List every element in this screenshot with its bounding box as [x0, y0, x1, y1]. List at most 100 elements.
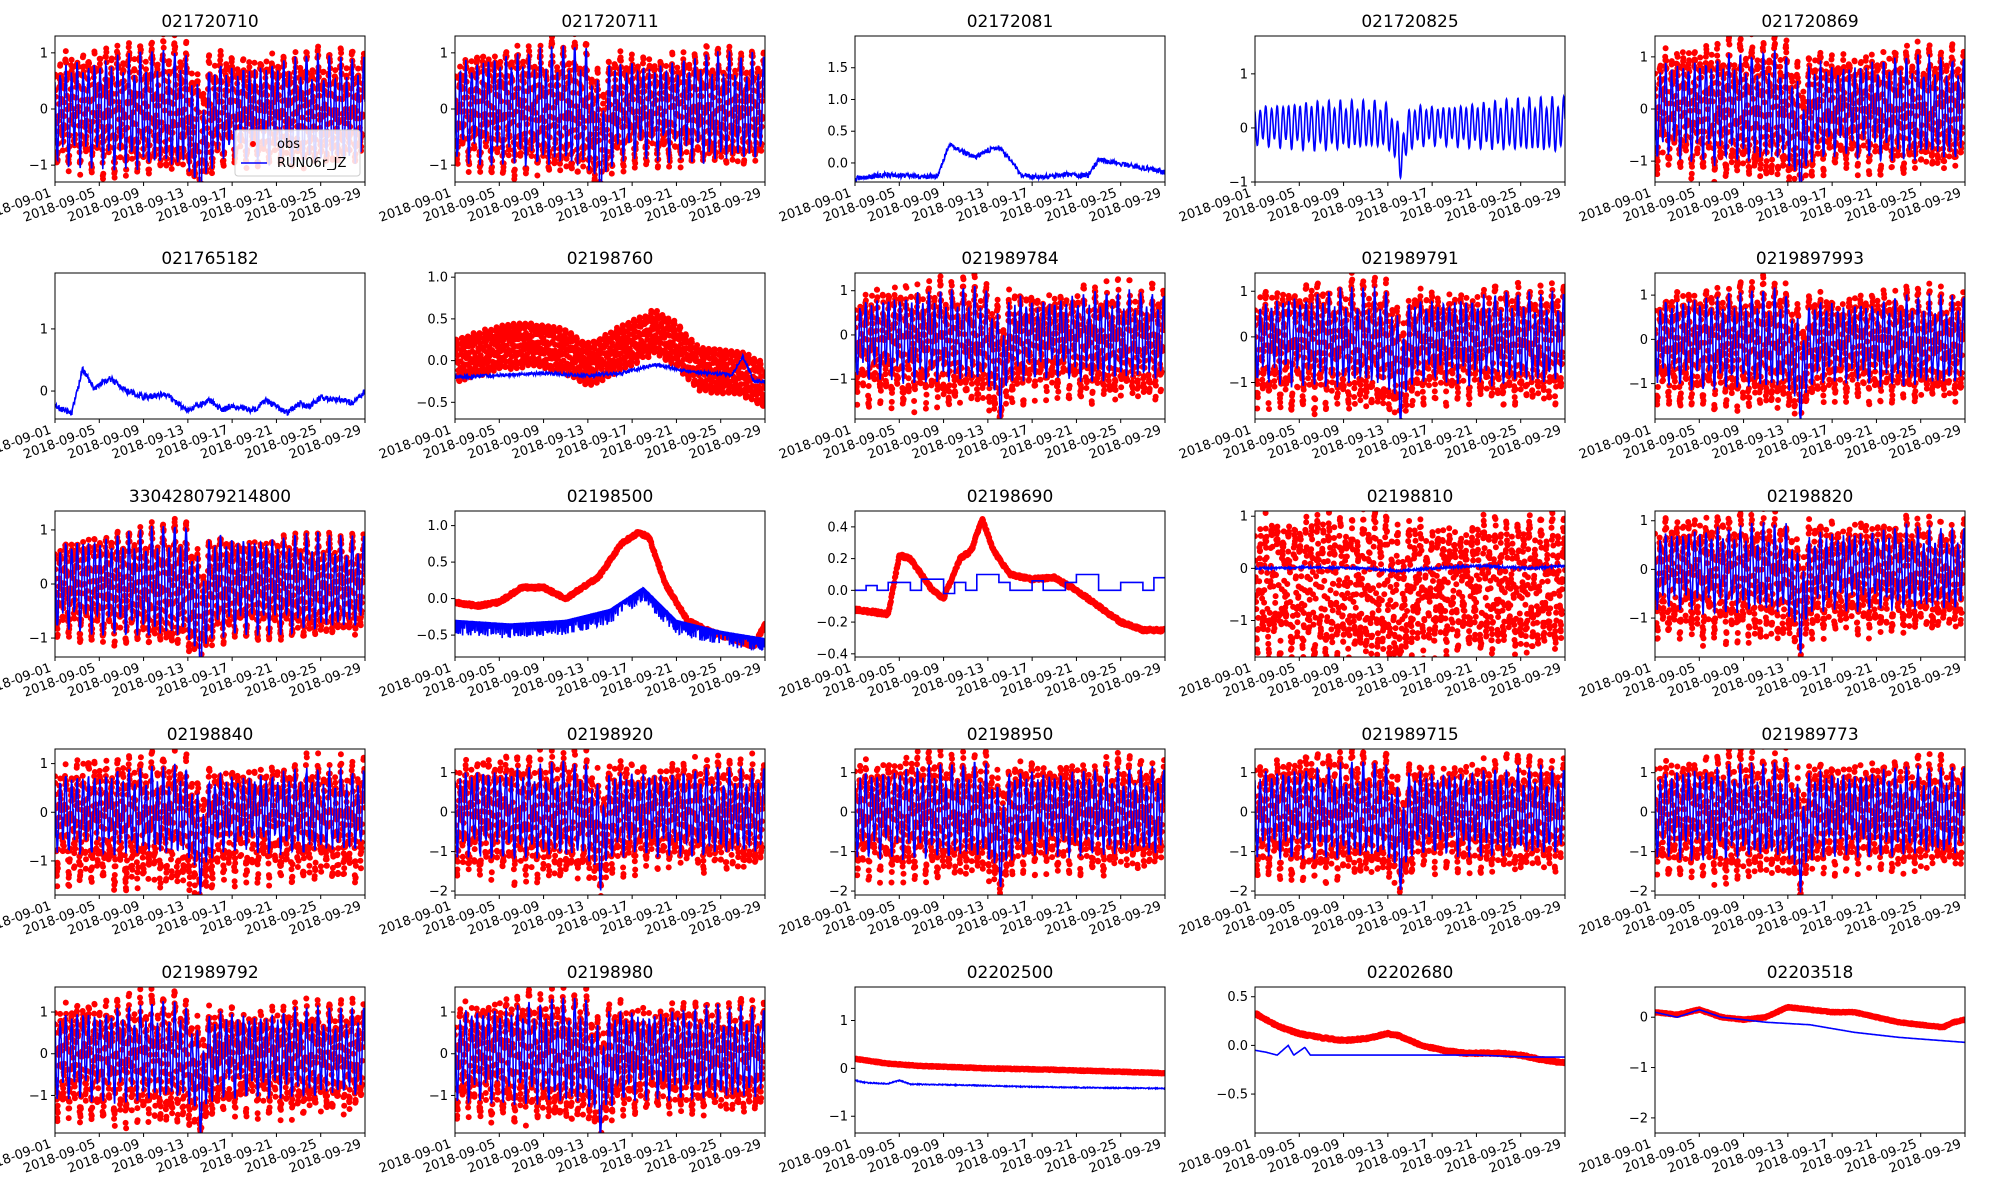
ytick-label: 0.5 [1227, 990, 1248, 1005]
ytick-label: −1 [29, 159, 48, 174]
ytick-label: 1 [40, 757, 48, 772]
axes-frame [854, 986, 1166, 1134]
axes-frame [1254, 272, 1566, 420]
ytick-label: 0 [1640, 563, 1648, 578]
series-RUN06r_JZ-16 [455, 760, 765, 891]
subplot-021720869: 021720869−1012018-09-012018-09-052018-09… [1577, 12, 1966, 226]
series-RUN06r_JZ-7 [855, 285, 1165, 419]
ytick-label: −1 [29, 854, 48, 869]
subplot-title: 021765182 [161, 249, 258, 269]
series-RUN06r_JZ-21 [455, 997, 765, 1133]
subplot-02198810: 02198810−1012018-09-012018-09-052018-09-… [1177, 487, 1566, 701]
ytick-label: 0 [440, 806, 448, 821]
subplot-021989792: 021989792−1012018-09-012018-09-052018-09… [0, 963, 366, 1177]
ytick-label: 0.4 [827, 520, 848, 535]
series-RUN06r_JZ-20 [55, 1001, 365, 1133]
ytick-label: −1 [1629, 155, 1648, 170]
series-RUN06r_JZ-15 [55, 763, 365, 894]
ytick-label: 0.0 [827, 156, 848, 171]
axes-frame [54, 748, 366, 896]
series-obs-6 [455, 307, 765, 409]
subplot-title: 02198920 [567, 725, 654, 745]
ytick-label: 0.0 [1227, 1039, 1248, 1054]
axes-frame [454, 510, 766, 658]
axes-frame [454, 986, 766, 1134]
ytick-label: −1 [1629, 845, 1648, 860]
ytick-label: 1.0 [427, 519, 448, 534]
series-RUN06r_JZ-18 [1255, 761, 1565, 890]
ytick-label: −1 [1229, 376, 1248, 391]
ytick-label: 0.2 [827, 552, 848, 567]
legend-model-label: RUN06r_JZ [277, 156, 346, 171]
ytick-label: 0 [1240, 330, 1248, 345]
subplot-title: 021720869 [1761, 12, 1858, 32]
ytick-label: −1 [1229, 614, 1248, 629]
subplot-title: 02172081 [967, 12, 1054, 32]
axes-frame [1254, 986, 1566, 1134]
ytick-label: 1 [1640, 289, 1648, 304]
ytick-label: 1 [1240, 67, 1248, 82]
subplot-021720710: 021720710−1012018-09-012018-09-052018-09… [0, 12, 366, 226]
series-RUN06r_JZ-1 [455, 45, 765, 182]
ytick-label: −1 [1629, 1061, 1648, 1076]
subplot-0219897993: 0219897993−1012018-09-012018-09-052018-0… [1577, 249, 1966, 463]
legend: obs RUN06r_JZ [234, 129, 361, 177]
subplot-title: 021720825 [1361, 12, 1458, 32]
subplot-title: 02202500 [967, 963, 1054, 983]
ytick-label: 0 [1240, 562, 1248, 577]
ytick-label: −2 [1629, 1111, 1648, 1126]
ytick-label: −1 [829, 1110, 848, 1125]
series-RUN06r_JZ-17 [855, 761, 1165, 888]
subplot-02198840: 02198840−1012018-09-012018-09-052018-09-… [0, 725, 366, 939]
ytick-label: 1 [440, 1006, 448, 1021]
subplot-title: 021720711 [561, 12, 658, 32]
ytick-label: 0 [40, 806, 48, 821]
ytick-label: 1 [1640, 50, 1648, 65]
ytick-label: 1 [1240, 766, 1248, 781]
ytick-label: 1 [40, 322, 48, 337]
ytick-label: −1 [29, 1089, 48, 1104]
ytick-label: 1.0 [827, 93, 848, 108]
ytick-label: −1 [1629, 377, 1648, 392]
subplot-title: 02198950 [967, 725, 1054, 745]
subplot-title: 02198500 [567, 487, 654, 507]
subplot-title: 02198810 [1367, 487, 1454, 507]
series-RUN06r_JZ-14 [1655, 522, 1965, 654]
ytick-label: 1 [1240, 510, 1248, 525]
subplot-330428079214800: 330428079214800−1012018-09-012018-09-052… [0, 487, 366, 701]
series-RUN06r_JZ-11 [455, 586, 765, 651]
series-RUN06r_JZ-13 [1255, 562, 1565, 574]
subplot-title: 02202680 [1367, 963, 1454, 983]
ytick-label: −1 [29, 632, 48, 647]
series-RUN06r_JZ-3 [1255, 93, 1565, 181]
ytick-label: 0 [840, 328, 848, 343]
subplot-02198950: 02198950−2−1012018-09-012018-09-052018-0… [777, 725, 1166, 939]
subplot-title: 330428079214800 [129, 487, 291, 507]
ytick-label: 0 [1640, 333, 1648, 348]
ytick-label: 0 [1640, 806, 1648, 821]
subplot-02203518: 02203518−2−102018-09-012018-09-052018-09… [1577, 963, 1966, 1177]
axes-frame [1254, 510, 1566, 658]
subplot-title: 0219897993 [1756, 249, 1864, 269]
ytick-label: 0 [40, 1047, 48, 1062]
axes-frame [1654, 986, 1966, 1134]
series-obs-12 [855, 516, 1165, 635]
subplot-021765182: 021765182012018-09-012018-09-052018-09-0… [0, 249, 366, 463]
subplot-title: 02198820 [1767, 487, 1854, 507]
ytick-label: −2 [429, 885, 448, 900]
subplot-021989773: 021989773−2−1012018-09-012018-09-052018-… [1577, 725, 1966, 939]
series-RUN06r_JZ-6 [455, 352, 765, 385]
ytick-label: −0.5 [416, 396, 448, 411]
axes-frame [854, 748, 1166, 896]
series-RUN06r_JZ-19 [1655, 762, 1965, 893]
subplot-02198500: 02198500−0.50.00.51.02018-09-012018-09-0… [377, 487, 766, 701]
series-RUN06r_JZ-9 [1655, 287, 1965, 419]
series-RUN06r_JZ-22 [855, 1079, 1165, 1091]
ytick-label: 0 [840, 1062, 848, 1077]
ytick-label: 0.0 [427, 354, 448, 369]
axes-frame [854, 35, 1166, 183]
subplot-title: 021989715 [1361, 725, 1458, 745]
subplot-021989715: 021989715−2−1012018-09-012018-09-052018-… [1177, 725, 1566, 939]
ytick-label: 1 [840, 1014, 848, 1029]
ytick-label: −1 [1229, 845, 1248, 860]
